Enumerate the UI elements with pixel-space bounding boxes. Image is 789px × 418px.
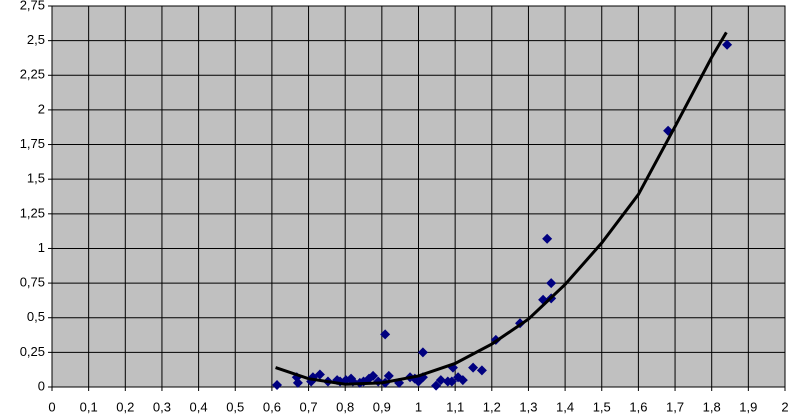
x-tick-label: 0 — [48, 399, 55, 414]
x-tick-label: 1,8 — [703, 399, 721, 414]
y-tick-label: 1,25 — [20, 205, 45, 220]
plot-border — [51, 5, 786, 388]
y-tick-label: 2,75 — [20, 0, 45, 12]
data-point — [446, 376, 457, 387]
data-point — [383, 370, 394, 381]
y-tick-label: 0,5 — [27, 309, 45, 324]
y-tick-label: 1,75 — [20, 136, 45, 151]
y-tick-label: 0 — [38, 378, 45, 393]
data-point — [542, 233, 553, 244]
data-point — [546, 278, 557, 289]
x-tick-label: 0,4 — [190, 399, 208, 414]
x-tick-label: 2 — [781, 399, 788, 414]
data-point — [417, 347, 428, 358]
x-tick-label: 0,8 — [336, 399, 354, 414]
x-tick-label: 1,4 — [556, 399, 574, 414]
trend-line — [275, 31, 728, 386]
x-tick-label: 1 — [415, 399, 422, 414]
x-tick-label: 1,7 — [666, 399, 684, 414]
data-point — [380, 329, 391, 340]
x-tick-label: 0,1 — [80, 399, 98, 414]
data-point — [435, 375, 446, 386]
data-point — [431, 380, 442, 391]
data-point — [314, 369, 325, 380]
x-tick-label: 1,3 — [519, 399, 537, 414]
x-tick-label: 0,3 — [153, 399, 171, 414]
x-tick-label: 0,5 — [226, 399, 244, 414]
y-tick-label: 1,5 — [27, 171, 45, 186]
data-point — [722, 39, 733, 50]
x-tick-label: 0,7 — [300, 399, 318, 414]
x-tick-label: 1,2 — [483, 399, 501, 414]
x-tick-label: 1,1 — [446, 399, 464, 414]
data-point — [457, 375, 468, 386]
y-tick-label: 2,5 — [27, 32, 45, 47]
x-tick-label: 0,2 — [116, 399, 134, 414]
y-tick-label: 1 — [38, 240, 45, 255]
data-point — [368, 370, 379, 381]
y-tick-label: 2 — [38, 101, 45, 116]
x-tick-label: 1,5 — [593, 399, 611, 414]
x-tick-label: 1,9 — [739, 399, 757, 414]
x-tick-label: 0,9 — [373, 399, 391, 414]
y-tick-label: 2,25 — [20, 67, 45, 82]
x-tick-label: 1,6 — [629, 399, 647, 414]
x-tick-label: 0,6 — [263, 399, 281, 414]
y-tick-label: 0,75 — [20, 275, 45, 290]
data-point — [292, 377, 303, 388]
data-point — [468, 362, 479, 373]
data-point — [476, 365, 487, 376]
data-point — [272, 380, 283, 391]
y-tick-label: 0,25 — [20, 344, 45, 359]
